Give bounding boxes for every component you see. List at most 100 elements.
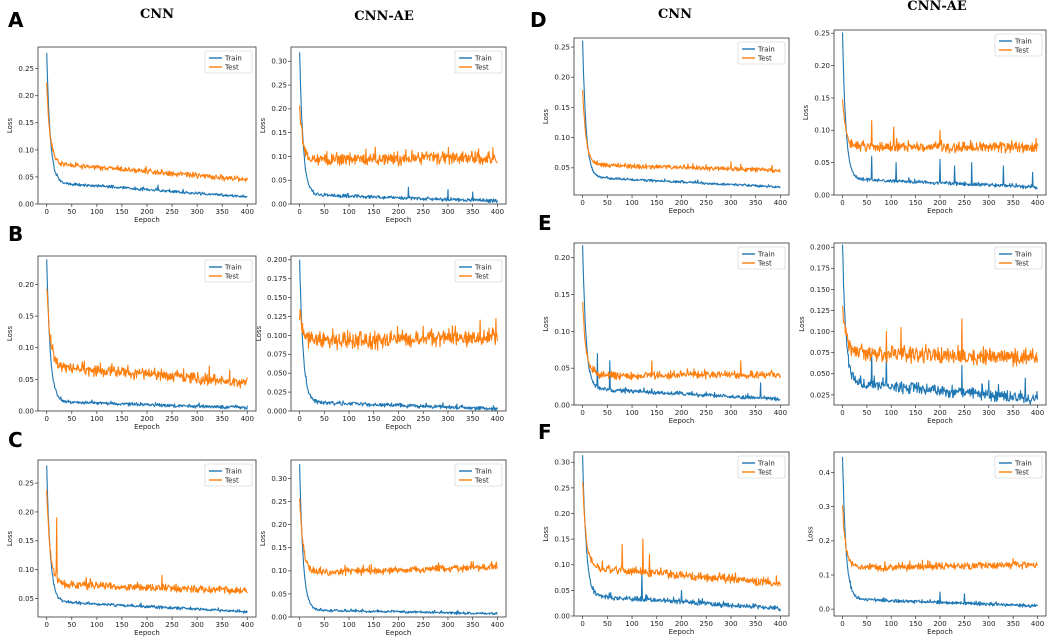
y-axis-label: Loss [542, 526, 550, 542]
x-tick-label: 0 [840, 409, 844, 417]
y-tick-label: 0.05 [18, 173, 34, 181]
x-tick-label: 300 [190, 621, 203, 629]
series-line-train [582, 40, 781, 189]
x-tick-label: 400 [491, 621, 504, 629]
x-tick-label: 150 [650, 620, 663, 628]
y-tick-label: 0.15 [271, 544, 287, 552]
x-tick-label: 100 [625, 199, 638, 207]
y-tick-label: 0.0 [819, 606, 830, 614]
y-tick-label: 0.15 [554, 291, 570, 299]
y-tick-label: 0.025 [267, 388, 287, 396]
x-tick-label: 150 [367, 621, 380, 629]
y-tick-label: 0.25 [814, 30, 830, 38]
x-tick-label: 400 [491, 415, 504, 423]
column-title-cnn-ae-left: CNN-AE [354, 9, 414, 24]
panel-letter-d: D [530, 8, 547, 32]
plot-area [833, 242, 1047, 406]
legend-label-test: Test [224, 63, 239, 71]
y-axis-label: Loss [806, 526, 814, 542]
y-tick-label: 0.050 [267, 370, 287, 378]
x-tick-label: 250 [700, 409, 713, 417]
series-line-train [46, 52, 248, 199]
x-tick-label: 0 [840, 199, 844, 207]
y-tick-label: 0.025 [810, 391, 830, 399]
y-tick-label: 0.20 [18, 281, 34, 289]
series-line-train [46, 465, 248, 614]
y-tick-label: 0.2 [819, 537, 830, 545]
y-tick-label: 0.175 [267, 275, 287, 283]
x-tick-label: 50 [67, 621, 76, 629]
y-tick-label: 0.10 [271, 153, 287, 161]
x-axis-label: Eepoch [134, 216, 160, 224]
series-group [582, 455, 781, 612]
x-tick-label: 250 [165, 208, 178, 216]
series-group [46, 465, 248, 614]
x-tick-label: 150 [115, 208, 128, 216]
y-tick-label: 0.20 [554, 74, 570, 82]
chart-a-cnn: 0 50 100 150 200 250 300 350 400 0.00 0.05 0.10 0.15… [6, 46, 257, 224]
legend-label-train: Train [1014, 37, 1032, 45]
chart-c-cnn: 0 50 100 150 200 250 300 350 400 0.05 0.10 0.15 0.20… [6, 459, 257, 637]
y-tick-label: 0.05 [554, 365, 570, 373]
series-line-test [46, 288, 248, 389]
chart-f-cnn: 0 50 100 150 200 250 300 350 400 0.00 0.05 0.10 0.15… [542, 451, 790, 636]
legend-label-train: Train [757, 45, 775, 53]
x-axis-label: Eepoch [386, 629, 412, 637]
x-tick-label: 0 [580, 409, 584, 417]
y-tick-label: 0.4 [819, 469, 831, 477]
legend-label-train: Train [474, 263, 492, 271]
y-tick-label: 0.00 [271, 613, 287, 621]
x-tick-label: 50 [320, 621, 329, 629]
x-tick-label: 300 [724, 620, 737, 628]
x-tick-label: 300 [982, 409, 995, 417]
x-tick-label: 400 [491, 208, 504, 216]
series-line-train [299, 52, 498, 204]
x-tick-label: 300 [190, 208, 203, 216]
x-tick-label: 400 [774, 199, 787, 207]
y-tick-label: 0.25 [554, 484, 570, 492]
y-axis-label: Loss [542, 108, 550, 124]
series-line-train [582, 245, 781, 402]
x-tick-label: 50 [67, 208, 76, 216]
y-tick-label: 0.20 [18, 508, 34, 516]
panel-letter-f: F [538, 420, 552, 444]
panel-letter-a: A [8, 8, 24, 32]
y-tick-label: 0.20 [271, 105, 287, 113]
legend-label-train: Train [757, 459, 775, 467]
x-tick-label: 250 [700, 199, 713, 207]
x-tick-label: 150 [367, 415, 380, 423]
series-line-test [841, 306, 1039, 368]
x-tick-label: 350 [1006, 620, 1019, 628]
y-tick-label: 0.10 [271, 567, 287, 575]
legend-label-train: Train [224, 467, 242, 475]
x-tick-label: 400 [241, 208, 254, 216]
x-tick-label: 150 [909, 620, 922, 628]
x-tick-label: 0 [297, 415, 301, 423]
x-axis-label: Eepoch [927, 628, 953, 636]
y-tick-label: 0.075 [267, 351, 287, 359]
y-tick-label: 0.05 [271, 590, 287, 598]
x-tick-label: 300 [982, 199, 995, 207]
y-axis-label: Loss [6, 117, 14, 133]
series-group [582, 245, 781, 402]
legend-label-train: Train [224, 54, 242, 62]
x-tick-label: 100 [342, 621, 355, 629]
legend-label-test: Test [1014, 468, 1029, 476]
y-tick-label: 0.10 [814, 127, 830, 135]
x-tick-label: 200 [140, 208, 153, 216]
x-tick-label: 150 [650, 409, 663, 417]
x-axis-label: Eepoch [134, 423, 160, 431]
y-tick-label: 0.00 [554, 401, 570, 409]
x-tick-label: 50 [862, 620, 871, 628]
y-tick-label: 0.15 [271, 129, 287, 137]
legend-label-train: Train [474, 467, 492, 475]
legend-label-train: Train [224, 263, 242, 271]
y-tick-label: 0.15 [18, 119, 34, 127]
x-tick-label: 200 [392, 621, 405, 629]
chart-b-cnn: 0 50 100 150 200 250 300 350 400 0.00 0.05 0.10 0.15… [6, 255, 257, 431]
x-tick-label: 50 [67, 415, 76, 423]
y-tick-label: 0.20 [271, 521, 287, 529]
y-tick-label: 0.200 [267, 256, 287, 264]
chart-d-cnn-ae: 0 50 100 150 200 250 300 350 400 0.00 0.05 0.10 0.15… [802, 29, 1047, 215]
x-tick-label: 300 [441, 621, 454, 629]
